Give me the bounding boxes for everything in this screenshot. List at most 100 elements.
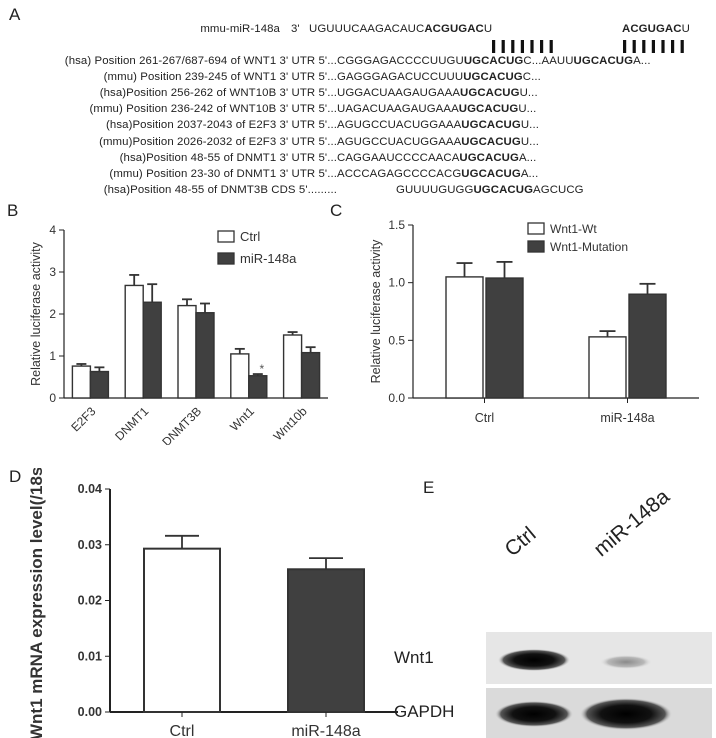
bar [89,370,110,399]
chart-b-luciferase-targets: 0 1 2 3 4 Relative luciferase activity E2F3 DNM… [29,223,328,445]
target-site-row: (hsa)Position 48-55 of DNMT3B CDS 5'....… [0,184,716,200]
x-tick-label: Wnt1 [227,404,257,434]
wnt1-band-ctrl [498,649,570,671]
base-pair-tick [651,40,655,53]
target-site-sequence: CAGGAAUCCCCAACAUGCACUGA... [337,152,536,164]
target-site-label: (hsa)Position 48-55 of DNMT3B CDS 5'....… [103,183,337,196]
target-site-row: (mmu)Position 2026-2032 of E2F3 3' UTR 5… [0,136,716,152]
x-tick-label: DNMT1 [112,404,151,443]
target-seed-match: UGCACUG [458,103,519,116]
bar [230,353,250,399]
target-flank-3: U... [518,103,537,116]
x-tick-label: Wnt10b [271,404,310,443]
bar [300,351,321,399]
target-flank-3: AGCUCG [533,183,584,196]
target-flank-5: GAGGGAGACUCCUUU [337,71,464,84]
panel-label-a: A [9,5,21,24]
x-tick-label: Ctrl [475,411,494,425]
target-site-label: (mmu)Position 2026-2032 of E2F3 3' UTR 5… [99,135,337,148]
bar [124,284,144,399]
target-site-row: (hsa)Position 48-55 of DNMT1 3' UTR 5'..… [0,152,716,168]
target-seed-match: UGCACUG [461,167,521,180]
base-pair-tick [642,40,646,53]
bar [282,334,303,399]
target-flank-5: CAGGAAUCCCCAACA [337,151,460,164]
legend-swatch [217,230,235,243]
chart-c-luciferase-wnt1: 0.0 0.5 1.0 1.5 Relative luciferase activity… [369,218,699,425]
legend-swatch [527,222,545,235]
bar [195,312,215,399]
target-flank-5: UAGACUAAGAUGAAA [337,103,459,116]
x-tick-label: E2F3 [68,404,98,434]
mirna-tail: U [483,23,493,35]
y-tick-label: 0.01 [78,649,102,663]
y-tick-label: 0.03 [78,538,102,552]
y-tick-label: 0.00 [78,705,102,719]
target-site-sequence: CGGGAGACCCCUUGUUGCACUGC...AAUUUGCACUGA..… [337,55,651,67]
gapdh-band-ctrl [495,701,573,727]
mirna-seed-2: ACGUGAC [622,23,682,35]
mirna-label: mmu-miR-148a [200,23,280,35]
target-flank-3: A... [518,151,537,164]
panel-label-b: B [7,201,19,220]
bar [445,276,484,399]
target-flank-5: GUUUUGUGG [396,183,474,196]
legend-swatch [217,252,235,265]
y-tick-label: 0 [49,391,56,405]
target-flank-3: U... [520,119,539,132]
mirna-sequence: UGUUUCAAGACAUCACGUGACU [309,23,492,35]
target-flank-5: ACCCAGAGCCCCACG [337,167,462,180]
base-pair-tick [492,40,496,53]
target-site-sequence: UGGACUAAGAUGAAAUGCACUGU... [337,87,538,99]
base-pair-tick [530,40,534,53]
base-pair-tick [623,40,627,53]
legend-label: miR-148a [240,251,297,266]
bar [177,304,197,399]
bar [248,375,268,399]
bar [485,277,524,399]
base-pair-tick [680,40,684,53]
y-tick-label: 2 [49,307,56,321]
base-pair-tick [632,40,636,53]
x-tick-label: miR-148a [600,411,654,425]
base-pair-tick [661,40,665,53]
panel-label-e: E [423,478,435,497]
y-tick-label: 0.5 [388,333,405,347]
target-site-label: (hsa) Position 261-267/687-694 of WNT1 3… [64,55,337,67]
y-tick-label: 1 [49,349,56,363]
target-site-label: (hsa)Position 48-55 of DNMT1 3' UTR 5'..… [119,151,337,164]
mirna-plain: UGUUUCAAGACAUC [309,23,425,35]
target-site-sequence: AGUGCCUACUGGAAAUGCACUGU... [337,136,539,148]
target-seed-match: UGCACUG [473,183,534,196]
x-tick-label: Ctrl [170,723,195,738]
y-tick-label: 1.0 [388,276,405,290]
y-tick-label: 4 [49,223,56,237]
target-site-row: (mmu) Position 23-30 of DNMT1 3' UTR 5'.… [0,168,716,184]
target-site-label: (mmu) Position 239-245 of WNT1 3' UTR 5'… [103,71,337,84]
legend-label: Wnt1-Mutation [550,240,628,254]
legend-label: Wnt1-Wt [550,222,597,236]
y-axis-title: Wnt1 mRNA expression level(/18s) [27,468,46,738]
significance-marker: * [259,362,264,376]
target-site-sequence: UAGACUAAGAUGAAAUGCACUGU... [337,103,536,115]
bar [588,336,627,399]
target-site-sequence: GAGGGAGACUCCUUUUGCACUGC... [337,71,541,83]
mirna-prime: 3' [291,23,300,35]
target-flank-3: A... [520,167,539,180]
target-site-row: (mmu) Position 239-245 of WNT1 3' UTR 5'… [0,71,716,87]
bar [628,293,667,399]
target-site-row: (hsa) Position 261-267/687-694 of WNT1 3… [0,55,716,71]
base-pair-tick [520,40,524,53]
base-pair-tick [671,40,675,53]
target-site-label: (hsa)Position 2037-2043 of E2F3 3' UTR 5… [106,119,337,132]
panel-label-d: D [9,467,22,486]
target-flank-3: U... [520,135,539,148]
y-tick-label: 0.04 [78,482,102,496]
x-tick-label: miR-148a [291,723,360,738]
base-pair-tick [549,40,553,53]
target-site-row: (hsa)Position 256-262 of WNT10B 3' UTR 5… [0,87,716,103]
row-label-gapdh: GAPDH [394,702,455,721]
target-flank-3-2: A... [633,55,651,67]
target-flank-5: CGGGAGACCCCUUGU [337,55,464,67]
target-seed-match: UGCACUG [461,135,521,148]
